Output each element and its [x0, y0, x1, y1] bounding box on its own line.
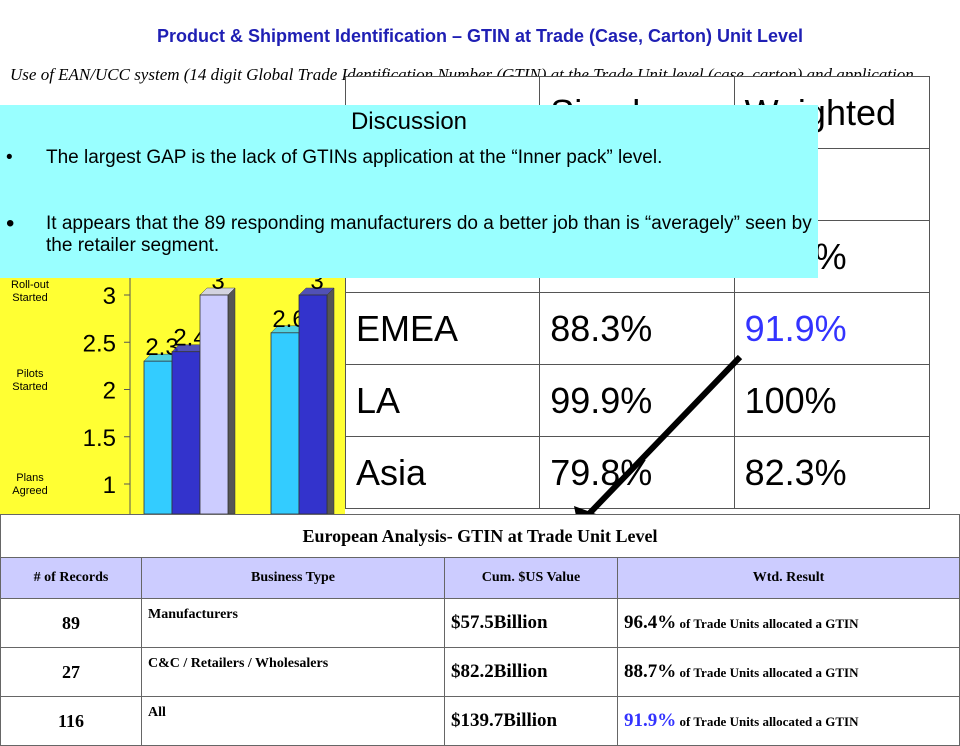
y-tick-label: 1	[103, 472, 116, 499]
records-cell: 116	[0, 696, 142, 746]
col-result-header: Wtd. Result	[617, 557, 960, 599]
bar	[270, 332, 300, 514]
region-row: EMEA 88.3% 91.9%	[344, 292, 931, 365]
discussion-item: • It appears that the 89 responding manu…	[6, 210, 818, 259]
region-simple: 79.8%	[539, 436, 735, 509]
result-cell: 91.9% of Trade Units allocated a GTIN	[617, 696, 960, 746]
region-simple: 88.3%	[539, 292, 735, 365]
region-weighted-highlight: 91.9%	[733, 292, 931, 365]
bar	[298, 294, 328, 514]
result-cell: 88.7% of Trade Units allocated a GTIN	[617, 647, 960, 697]
page-title: Product & Shipment Identification – GTIN…	[156, 26, 804, 46]
result-suffix: of Trade Units allocated a GTIN	[676, 616, 859, 631]
result-value-highlight: 91.9%	[624, 710, 677, 731]
bullet-icon: •	[6, 210, 15, 237]
discussion-text: The largest GAP is the lack of GTINs app…	[46, 147, 663, 168]
y-tick-label: 2	[103, 378, 116, 405]
y-tick-label: 3	[103, 283, 116, 310]
european-table-caption: European Analysis- GTIN at Trade Unit Le…	[0, 514, 960, 558]
discussion-title: Discussion	[350, 108, 468, 135]
records-cell: 27	[0, 647, 142, 697]
value-cell: $82.2Billion	[444, 647, 618, 697]
region-weighted: 100%	[733, 364, 931, 437]
discussion-text: It appears that the 89 responding manufa…	[46, 213, 812, 256]
milestone-plans: Plans Agreed	[12, 472, 48, 497]
business-type-cell: C&C / Retailers / Wholesalers	[141, 647, 445, 697]
table-row: 27 C&C / Retailers / Wholesalers $82.2Bi…	[0, 647, 960, 697]
european-table: European Analysis- GTIN at Trade Unit Le…	[0, 514, 960, 746]
result-value: 88.7%	[624, 661, 677, 682]
y-tick-label: 1.5	[83, 425, 116, 452]
region-name: Asia	[344, 436, 541, 509]
bar	[171, 351, 201, 514]
records-cell: 89	[0, 598, 142, 648]
table-row: 116 All $139.7Billion 91.9% of Trade Uni…	[0, 696, 960, 746]
bar	[143, 360, 173, 514]
col-records-header: # of Records	[0, 557, 142, 599]
business-type-cell: All	[141, 696, 445, 746]
arrow-line	[582, 354, 743, 521]
region-row: Asia 79.8% 82.3%	[344, 436, 931, 509]
discussion-box: Discussion • The largest GAP is the lack…	[0, 105, 818, 278]
bar-chart: 11.522.532.32.432.63	[83, 268, 335, 514]
milestone-rollout: Roll-out Started	[11, 279, 49, 304]
result-suffix: of Trade Units allocated a GTIN	[676, 714, 859, 729]
region-weighted: 82.3%	[733, 436, 931, 509]
table-row: 89 Manufacturers $57.5Billion 96.4% of T…	[0, 598, 960, 648]
discussion-item: • The largest GAP is the lack of GTINs a…	[6, 147, 818, 193]
col-value-header: Cum. $US Value	[444, 557, 618, 599]
bar	[199, 294, 229, 514]
region-name: EMEA	[344, 292, 541, 365]
result-value: 96.4%	[624, 612, 677, 633]
region-name: LA	[344, 364, 541, 437]
result-cell: 96.4% of Trade Units allocated a GTIN	[617, 598, 960, 648]
value-cell: $57.5Billion	[444, 598, 618, 648]
col-business-type-header: Business Type	[141, 557, 445, 599]
value-cell: $139.7Billion	[444, 696, 618, 746]
business-type-cell: Manufacturers	[141, 598, 445, 648]
result-suffix: of Trade Units allocated a GTIN	[676, 665, 859, 680]
y-tick-label: 2.5	[83, 330, 116, 357]
milestone-pilots: Pilots Started	[12, 368, 48, 393]
region-row: LA 99.9% 100%	[344, 364, 931, 437]
bullet-icon: •	[6, 147, 13, 168]
european-header-row: # of Records Business Type Cum. $US Valu…	[0, 557, 960, 599]
